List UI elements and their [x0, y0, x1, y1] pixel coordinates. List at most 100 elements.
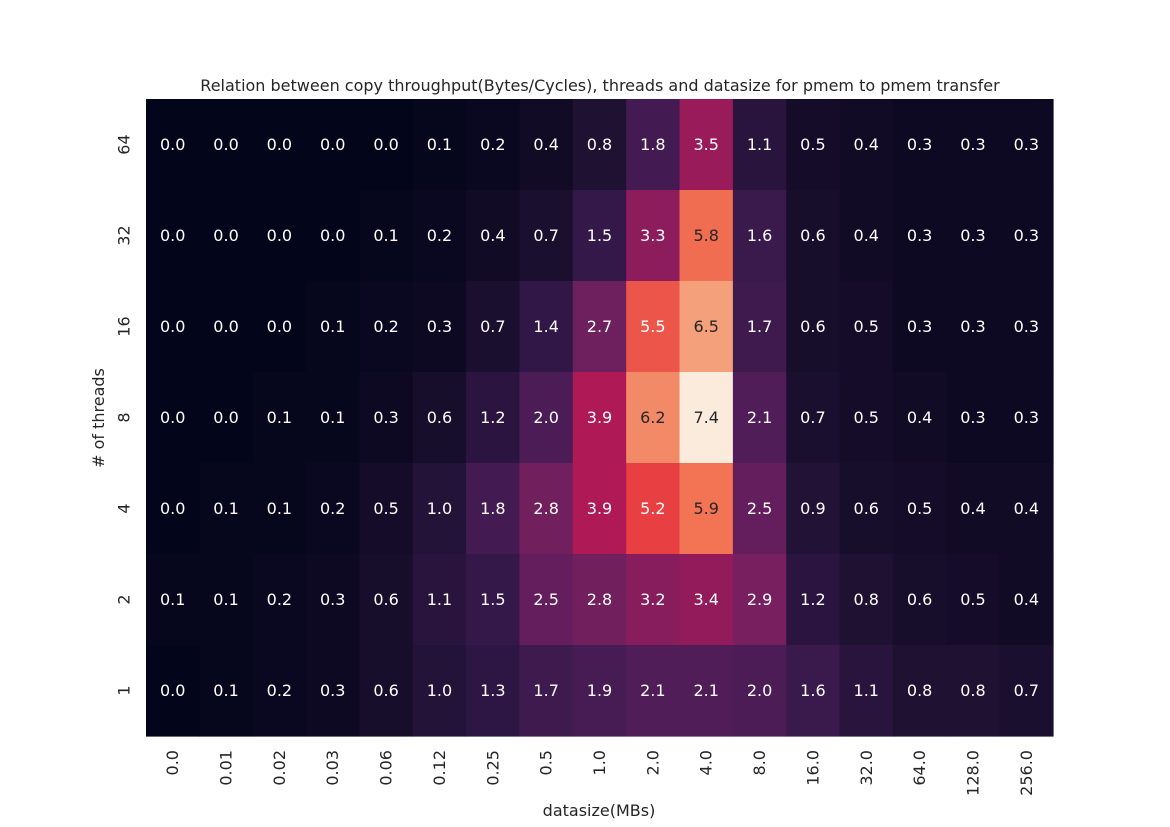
heatmap-cell: [519, 463, 574, 555]
heatmap-cell: [466, 99, 521, 191]
heatmap-cell: [732, 645, 787, 737]
cell-value-label: 1.6: [800, 681, 825, 700]
cell-value-label: 0.4: [533, 135, 558, 154]
heatmap-cell: [252, 463, 307, 555]
heatmap-cell: [572, 554, 627, 646]
heatmap-cell: [359, 645, 414, 737]
cell-value-label: 5.2: [640, 499, 665, 518]
heatmap-cell: [892, 645, 947, 737]
cell-value-label: 3.5: [693, 135, 718, 154]
cell-value-label: 0.6: [854, 499, 879, 518]
cell-value-label: 0.3: [373, 408, 398, 427]
cell-value-label: 0.0: [213, 135, 238, 154]
x-tick-label: 0.01: [217, 750, 236, 786]
cell-value-label: 0.1: [427, 135, 452, 154]
cell-value-label: 0.2: [373, 317, 398, 336]
cell-value-label: 0.2: [267, 681, 292, 700]
heatmap-cell: [999, 372, 1054, 464]
cell-value-label: 0.3: [960, 317, 985, 336]
cell-value-label: 1.1: [854, 681, 879, 700]
heatmap-cell: [679, 372, 734, 464]
y-tick-label: 16: [115, 316, 134, 336]
cell-value-label: 0.0: [160, 499, 185, 518]
heatmap-cell: [306, 554, 361, 646]
heatmap-cell: [412, 99, 467, 191]
heatmap-cell: [306, 281, 361, 373]
cell-value-label: 1.1: [747, 135, 772, 154]
cell-value-label: 0.3: [960, 135, 985, 154]
cell-value-label: 1.5: [480, 590, 505, 609]
cell-value-label: 2.1: [747, 408, 772, 427]
heatmap-cell: [146, 372, 200, 464]
cell-value-label: 2.9: [747, 590, 772, 609]
x-tick-label: 16.0: [803, 750, 822, 786]
cell-value-label: 0.6: [427, 408, 452, 427]
cell-value-label: 0.5: [800, 135, 825, 154]
cell-value-label: 0.0: [213, 317, 238, 336]
x-tick-label: 32.0: [857, 750, 876, 786]
heatmap-cell: [466, 463, 521, 555]
heatmap-cell: [732, 281, 787, 373]
heatmap-cell: [839, 645, 894, 737]
cell-value-label: 3.2: [640, 590, 665, 609]
heatmap-cell: [359, 99, 414, 191]
heatmap-cell: [732, 190, 787, 282]
heatmap-cell: [839, 99, 894, 191]
heatmap-cell: [892, 281, 947, 373]
cell-value-label: 0.2: [320, 499, 345, 518]
heatmap-cell: [519, 281, 574, 373]
heatmap-cell: [786, 190, 841, 282]
cell-value-label: 2.5: [533, 590, 558, 609]
heatmap-cell: [199, 372, 254, 464]
heatmap-cell: [572, 463, 627, 555]
x-tick-label: 64.0: [910, 750, 929, 786]
heatmap-cell: [572, 281, 627, 373]
heatmap-cell: [732, 99, 787, 191]
heatmap-cell: [892, 554, 947, 646]
x-tick-label: 256.0: [1017, 750, 1036, 796]
cell-value-label: 0.6: [373, 681, 398, 700]
heatmap-cell: [572, 99, 627, 191]
heatmap-cells: [146, 99, 1054, 737]
cell-value-label: 1.8: [480, 499, 505, 518]
y-tick-label: 1: [115, 685, 134, 695]
cell-value-label: 0.3: [320, 681, 345, 700]
heatmap-cell: [306, 372, 361, 464]
heatmap-cell: [519, 554, 574, 646]
heatmap-cell: [999, 281, 1054, 373]
cell-value-label: 1.1: [427, 590, 452, 609]
heatmap-cell: [732, 372, 787, 464]
cell-value-label: 0.6: [800, 226, 825, 245]
cell-value-label: 2.0: [533, 408, 558, 427]
cell-value-label: 3.9: [587, 499, 612, 518]
cell-value-label: 5.5: [640, 317, 665, 336]
chart-title: Relation between copy throughput(Bytes/C…: [200, 76, 1000, 95]
cell-value-label: 0.5: [854, 408, 879, 427]
cell-value-label: 0.4: [1014, 590, 1039, 609]
cell-value-label: 0.0: [160, 408, 185, 427]
cell-value-label: 1.7: [747, 317, 772, 336]
heatmap-cell: [786, 554, 841, 646]
cell-value-label: 0.1: [213, 590, 238, 609]
cell-value-label: 0.1: [213, 499, 238, 518]
x-tick-label: 0.02: [270, 750, 289, 786]
cell-value-label: 0.2: [267, 590, 292, 609]
cell-value-label: 6.2: [640, 408, 665, 427]
heatmap-cell: [199, 554, 254, 646]
heatmap-cell: [626, 463, 681, 555]
heatmap-cell: [839, 554, 894, 646]
heatmap-cell: [306, 99, 361, 191]
heatmap-cell: [519, 645, 574, 737]
cell-value-label: 5.9: [693, 499, 718, 518]
cell-value-label: 0.3: [427, 317, 452, 336]
heatmap-cell: [626, 190, 681, 282]
cell-value-label: 0.0: [320, 226, 345, 245]
cell-value-label: 1.6: [747, 226, 772, 245]
heatmap-cell: [999, 190, 1054, 282]
heatmap-cell: [679, 281, 734, 373]
heatmap-cell: [786, 372, 841, 464]
heatmap-cell: [359, 372, 414, 464]
cell-value-label: 0.0: [213, 408, 238, 427]
cell-value-label: 0.5: [960, 590, 985, 609]
